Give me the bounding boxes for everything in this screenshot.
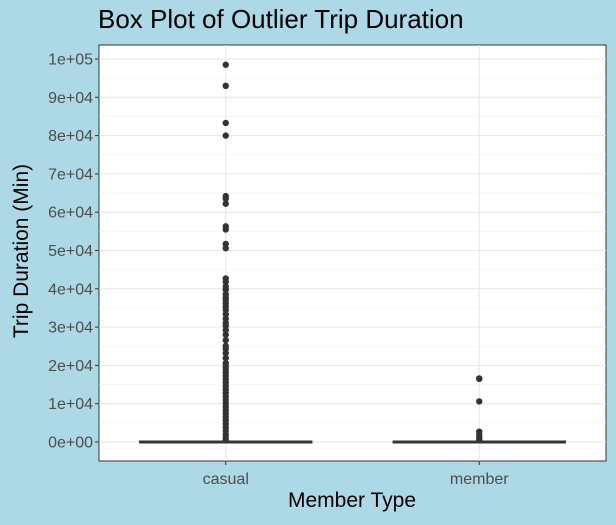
outlier-point	[222, 119, 229, 127]
outlier-point	[222, 132, 229, 139]
outlier-point	[476, 436, 483, 443]
y-tick-label: 0e+00	[48, 435, 93, 452]
outlier-point	[222, 200, 229, 207]
outlier-point	[476, 398, 483, 405]
outlier-point	[222, 278, 229, 286]
y-tick-label: 6e+04	[48, 205, 93, 222]
y-tick-label: 1e+04	[48, 396, 93, 413]
outlier-point	[222, 436, 229, 444]
y-tick-label: 4e+04	[48, 281, 93, 298]
outlier-point	[222, 82, 229, 90]
y-tick-label: 5e+04	[48, 243, 93, 260]
outlier-point	[222, 286, 229, 293]
outlier-point	[222, 354, 229, 362]
outlier-points	[222, 61, 483, 444]
outlier-point	[222, 195, 229, 202]
y-tick-label: 9e+04	[48, 90, 93, 107]
outlier-point	[476, 375, 483, 383]
x-tick-label: casual	[203, 471, 249, 488]
y-tick-label: 8e+04	[48, 128, 93, 145]
outlier-point	[222, 326, 229, 334]
grid-lines	[99, 45, 606, 461]
y-tick-label: 2e+04	[48, 358, 93, 375]
chart-title: Box Plot of Outlier Trip Duration	[98, 4, 464, 34]
plot-panel	[98, 44, 607, 462]
outlier-point	[222, 331, 229, 338]
x-tick-label: member	[450, 471, 509, 488]
outlier-point	[222, 349, 229, 357]
y-tick-label: 1e+05	[48, 52, 93, 69]
x-axis-ticks: casual member	[203, 461, 509, 488]
y-tick-label: 7e+04	[48, 166, 93, 183]
x-axis-label: Member Type	[288, 489, 416, 512]
y-axis-ticks: 0e+00 1e+04 2e+04 3e+04 4e+04 5e+04 6e+04 7e+04…	[48, 52, 99, 452]
y-tick-label: 3e+04	[48, 320, 93, 337]
outlier-point	[222, 226, 229, 233]
outlier-point	[222, 310, 229, 318]
outlier-point	[222, 336, 229, 344]
outlier-point	[222, 245, 229, 252]
outlier-point	[222, 61, 229, 68]
